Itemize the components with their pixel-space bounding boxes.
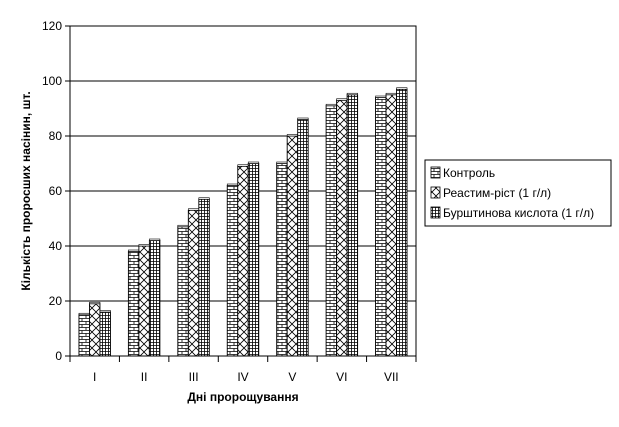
legend-frame: [424, 159, 612, 227]
bar-3-V: [297, 119, 309, 357]
bar-1-VII: [375, 97, 387, 357]
bar-cap: [89, 301, 101, 305]
bar-cap: [346, 92, 358, 96]
bars: [78, 87, 408, 357]
x-tick-label: I: [93, 370, 96, 384]
bar-cap: [336, 98, 348, 101]
bar-2-III: [187, 209, 200, 357]
bar-cap: [247, 161, 260, 164]
bar-2-I: [89, 303, 101, 357]
bar-1-III: [177, 226, 189, 357]
bar-2-VI: [336, 99, 348, 357]
bar-cap: [385, 92, 397, 96]
bar-cap: [325, 103, 337, 107]
bar-2-VII: [385, 94, 397, 357]
bar-cap: [177, 224, 189, 228]
y-tick-label: 0: [55, 349, 62, 363]
bar-3-VI: [346, 94, 359, 357]
bar-cap: [375, 95, 387, 98]
bar-cap: [237, 164, 249, 167]
bar-cap: [99, 310, 111, 313]
legend-swatch-1: [430, 166, 441, 179]
y-tick-label: 80: [49, 129, 63, 143]
bar-3-IV: [247, 163, 260, 357]
bar-cap: [149, 238, 161, 241]
y-axis-label: Кількість проросших насінин, шт.: [19, 91, 33, 290]
x-tick-label: VI: [336, 370, 347, 384]
bar-3-I: [99, 311, 111, 357]
legend: Контроль Реастим-ріст (1 г/л) Бурштинова к…: [424, 159, 612, 227]
legend-label-2: Реастим-ріст (1 г/л): [443, 186, 551, 200]
x-axis-label: Дні пророщування: [187, 390, 298, 404]
x-tick-label: IV: [237, 370, 248, 384]
legend-swatch-3: [430, 206, 441, 219]
bar-cap: [396, 87, 408, 90]
y-tick-label: 20: [49, 294, 63, 308]
y-tick-label: 100: [42, 74, 62, 88]
x-tick-label: II: [141, 370, 148, 384]
bar-cap: [78, 312, 90, 316]
legend-label-3: Бурштинова кислота (1 г/л): [443, 206, 594, 220]
bar-cap: [226, 183, 239, 186]
bar-1-I: [78, 314, 90, 357]
bar-3-VII: [396, 88, 408, 357]
y-tick-label: 120: [42, 19, 62, 33]
x-tick-label: V: [288, 370, 296, 384]
x-tick-label: VII: [384, 370, 399, 384]
bar-cap: [128, 249, 140, 252]
y-tick-label: 60: [49, 184, 63, 198]
x-tick-label: III: [189, 370, 199, 384]
bar-1-IV: [226, 185, 239, 357]
legend-label-1: Контроль: [443, 166, 495, 180]
bar-2-IV: [237, 165, 249, 357]
legend-swatch-2: [430, 186, 441, 199]
bar-1-VI: [325, 105, 338, 357]
gridlines: [70, 25, 416, 302]
bar-cap: [138, 244, 150, 247]
bar-3-III: [198, 198, 210, 357]
bar-cap: [286, 134, 298, 137]
bar-1-V: [276, 163, 288, 357]
bar-2-II: [138, 245, 150, 357]
bar-cap: [297, 117, 309, 120]
bar-3-II: [148, 240, 161, 357]
y-tick-label: 40: [49, 239, 63, 253]
bar-cap: [198, 197, 210, 200]
bar-cap: [188, 208, 200, 211]
bar-2-V: [286, 135, 299, 357]
bar-cap: [276, 161, 288, 164]
bar-1-II: [127, 251, 140, 357]
